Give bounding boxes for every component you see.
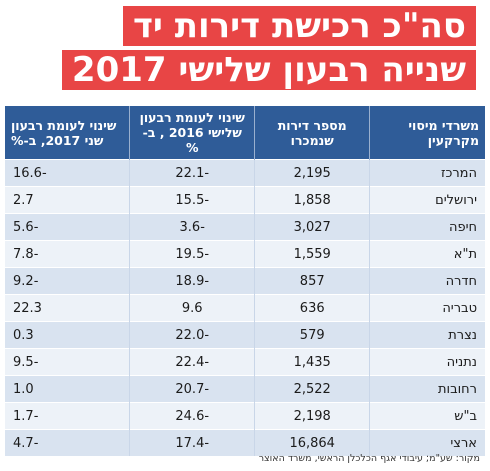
header-change-q3-2016: שינוי לעומת רבעון שלישי 2016 , ב-% — [129, 106, 255, 160]
cell-change-q3-2016: -20.7 — [129, 375, 255, 403]
cell-apartments: 2,522 — [254, 375, 370, 403]
cell-change-q2-2017: -7.8 — [5, 240, 130, 268]
cell-change-q3-2016: 9.6 — [129, 294, 255, 322]
cell-change-q2-2017: -5.6 — [5, 213, 130, 241]
cell-change-q3-2016: -22.0 — [129, 321, 255, 349]
cell-apartments: 2,195 — [254, 159, 370, 187]
cell-region: נתניה — [369, 348, 485, 376]
cell-apartments: 857 — [254, 267, 370, 295]
cell-change-q3-2016: -18.9 — [129, 267, 255, 295]
cell-change-q3-2016: -22.4 — [129, 348, 255, 376]
cell-apartments: 636 — [254, 294, 370, 322]
table-row: ת"א 1,559 -19.5 -7.8 — [5, 240, 485, 268]
title-line-2: שנייה רבעון שלישי 2017 — [61, 50, 476, 90]
table-row: רחובות 2,522 -20.7 1.0 — [5, 375, 485, 403]
table-row: המרכז 2,195 -22.1 -16.6 — [5, 159, 485, 187]
table-row: חיפה 3,027 -3.6 -5.6 — [5, 213, 485, 241]
source-note: מקור: שע"מ; עיבודי אגף הכלכלן הראשי, משר… — [258, 453, 480, 464]
header-region: משרדי מיסוי מקרקעין — [369, 106, 485, 160]
cell-change-q2-2017: 22.3 — [5, 294, 130, 322]
cell-region: נצרת — [369, 321, 485, 349]
table-row: נתניה 1,435 -22.4 -9.5 — [5, 348, 485, 376]
cell-apartments: 16,864 — [254, 429, 370, 456]
cell-apartments: 579 — [254, 321, 370, 349]
cell-apartments: 1,858 — [254, 186, 370, 214]
cell-region: חיפה — [369, 213, 485, 241]
table-row: ב"ש 2,198 -24.6 -1.7 — [5, 402, 485, 430]
header-apartments: מספר דירות שנמכרו — [254, 106, 370, 160]
cell-change-q2-2017: -16.6 — [5, 159, 130, 187]
cell-change-q2-2017: 2.7 — [5, 186, 130, 214]
cell-change-q3-2016: -15.5 — [129, 186, 255, 214]
table-row: טבריה 636 9.6 22.3 — [5, 294, 485, 322]
data-table: משרדי מיסוי מקרקעין מספר דירות שנמכרו שי… — [5, 106, 485, 456]
cell-apartments: 1,435 — [254, 348, 370, 376]
cell-change-q2-2017: -9.5 — [5, 348, 130, 376]
header-change-q2-2017: שינוי לעומת רבעון שני 2017, ב-% — [5, 106, 130, 160]
cell-region: חדרה — [369, 267, 485, 295]
cell-change-q3-2016: -24.6 — [129, 402, 255, 430]
title-block: סה"כ רכישת דירות יד שנייה רבעון שלישי 20… — [61, 6, 476, 90]
table-row: נצרת 579 -22.0 0.3 — [5, 321, 485, 349]
cell-change-q2-2017: 1.0 — [5, 375, 130, 403]
cell-region: ב"ש — [369, 402, 485, 430]
cell-region: ארצי — [369, 429, 485, 456]
table-row: ארצי 16,864 -17.4 -4.7 — [5, 429, 485, 456]
cell-region: ת"א — [369, 240, 485, 268]
cell-change-q3-2016: -17.4 — [129, 429, 255, 456]
cell-change-q2-2017: -1.7 — [5, 402, 130, 430]
cell-change-q3-2016: -22.1 — [129, 159, 255, 187]
cell-region: ירושלים — [369, 186, 485, 214]
cell-change-q2-2017: 0.3 — [5, 321, 130, 349]
cell-apartments: 2,198 — [254, 402, 370, 430]
table-row: חדרה 857 -18.9 -9.2 — [5, 267, 485, 295]
cell-change-q3-2016: -19.5 — [129, 240, 255, 268]
table-row: ירושלים 1,858 -15.5 2.7 — [5, 186, 485, 214]
cell-region: טבריה — [369, 294, 485, 322]
cell-change-q3-2016: -3.6 — [129, 213, 255, 241]
cell-apartments: 3,027 — [254, 213, 370, 241]
cell-change-q2-2017: -4.7 — [5, 429, 130, 456]
header-row: משרדי מיסוי מקרקעין מספר דירות שנמכרו שי… — [5, 106, 485, 160]
cell-region: המרכז — [369, 159, 485, 187]
cell-region: רחובות — [369, 375, 485, 403]
cell-change-q2-2017: -9.2 — [5, 267, 130, 295]
title-line-1: סה"כ רכישת דירות יד — [122, 6, 476, 46]
cell-apartments: 1,559 — [254, 240, 370, 268]
